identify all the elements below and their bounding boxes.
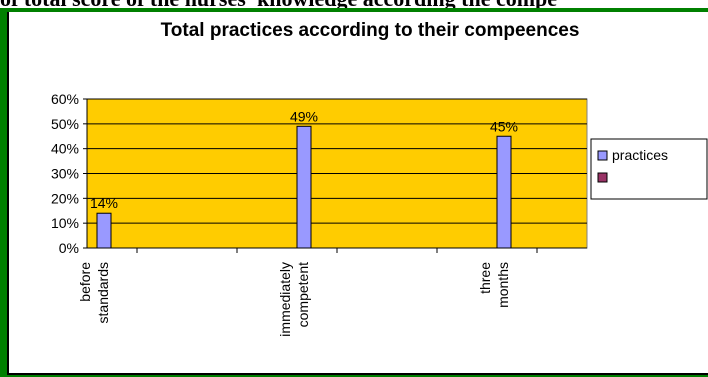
bar: [96, 212, 112, 249]
legend-swatch: [597, 150, 608, 161]
legend-label: practices: [612, 147, 668, 163]
category-label-line: competent: [295, 262, 311, 327]
y-tick-label: 0%: [59, 240, 79, 256]
y-tick-label: 20%: [51, 190, 79, 206]
bar: [296, 125, 312, 249]
category-label-line: before: [77, 262, 93, 302]
category-label: three months: [477, 262, 511, 308]
category-label-line: standards: [95, 262, 111, 323]
y-tick-label: 60%: [51, 91, 79, 107]
category-label: immediately competent: [277, 262, 311, 337]
category-label-line: immediately: [277, 262, 293, 337]
category-label: before standards: [77, 262, 111, 324]
data-label: 45%: [490, 118, 518, 134]
category-label-line: three: [477, 262, 493, 294]
data-label: 49%: [290, 108, 318, 124]
y-tick-label: 10%: [51, 215, 79, 231]
page-caption: of total score of the nurses’ knowledge …: [0, 0, 708, 12]
legend-box: [590, 138, 708, 200]
chart-title: Total practices according to their compe…: [160, 20, 580, 41]
data-label: 14%: [90, 195, 118, 211]
legend-swatch: [597, 172, 608, 183]
y-tick-label: 50%: [51, 116, 79, 132]
category-label-line: months: [495, 262, 511, 308]
y-tick-label: 40%: [51, 141, 79, 157]
y-tick-label: 30%: [51, 166, 79, 182]
bar: [496, 135, 512, 249]
